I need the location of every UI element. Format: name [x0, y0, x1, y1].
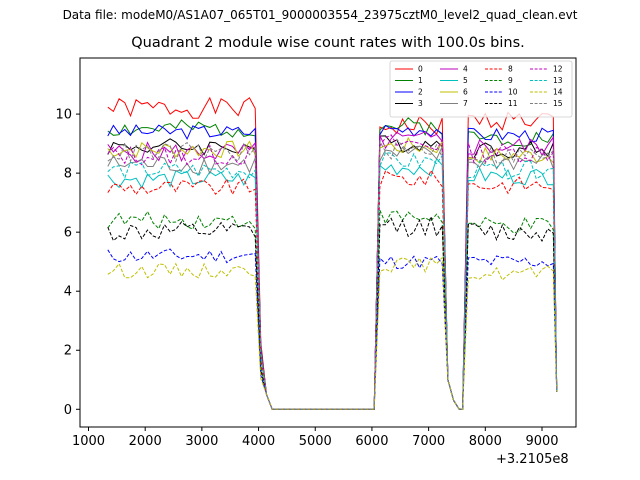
series-line-9: [107, 210, 558, 410]
x-tick-label: 1000: [72, 434, 105, 449]
legend-label-3: 3: [418, 99, 423, 108]
series-line-8: [107, 169, 558, 410]
series-line-2: [107, 124, 558, 410]
x-axis-offset-label: +3.2105e8: [496, 452, 569, 467]
x-tick-label: 8000: [469, 434, 502, 449]
legend-label-13: 13: [553, 76, 563, 85]
series-line-11: [107, 214, 558, 410]
axes-frame: [79, 57, 577, 428]
x-tick-label: 6000: [355, 434, 388, 449]
y-tick-label: 10: [55, 108, 72, 123]
series-line-7: [107, 145, 558, 410]
legend-label-8: 8: [508, 65, 513, 74]
series-line-14: [107, 256, 558, 410]
series-line-12: [107, 134, 558, 410]
legend-label-11: 11: [508, 99, 518, 108]
series-line-10: [107, 248, 558, 410]
y-tick-label: 2: [64, 344, 72, 359]
x-tick-label: 3000: [185, 434, 218, 449]
chart-title: Quadrant 2 module wise count rates with …: [131, 35, 525, 51]
legend-box: [389, 60, 573, 118]
axis-ticks: 1000 2000 3000 4000 5000 6000 7000 8000 9000 0 2 4 6…: [55, 108, 558, 449]
legend-label-0: 0: [418, 65, 423, 74]
series-line-13: [107, 152, 558, 410]
y-tick-label: 0: [64, 403, 72, 418]
legend-label-10: 10: [508, 88, 518, 97]
series-line-1: [107, 117, 558, 410]
x-tick-label: 2000: [129, 434, 162, 449]
legend-label-9: 9: [508, 76, 513, 85]
x-tick-label: 5000: [299, 434, 332, 449]
legend-label-4: 4: [463, 65, 468, 74]
series-line-15: [107, 138, 558, 410]
series-line-5: [107, 157, 558, 410]
x-tick-label: 9000: [525, 434, 558, 449]
legend-label-12: 12: [553, 65, 563, 74]
legend-label-2: 2: [418, 88, 423, 97]
series-lines: [107, 96, 558, 410]
y-tick-label: 6: [64, 226, 72, 241]
legend-label-14: 14: [553, 88, 563, 97]
legend-label-1: 1: [418, 76, 423, 85]
legend-label-6: 6: [463, 88, 468, 97]
x-tick-label: 7000: [412, 434, 445, 449]
y-tick-label: 8: [64, 167, 72, 182]
x-tick-label: 4000: [242, 434, 275, 449]
legend-label-15: 15: [553, 99, 563, 108]
series-line-0: [107, 96, 558, 410]
series-line-3: [107, 135, 558, 410]
y-tick-label: 4: [64, 285, 72, 300]
series-line-6: [107, 136, 558, 410]
legend-label-7: 7: [463, 99, 468, 108]
figure-suptitle: Data file: modeM0/AS1A07_065T01_90000035…: [62, 8, 578, 22]
legend-label-5: 5: [463, 76, 468, 85]
